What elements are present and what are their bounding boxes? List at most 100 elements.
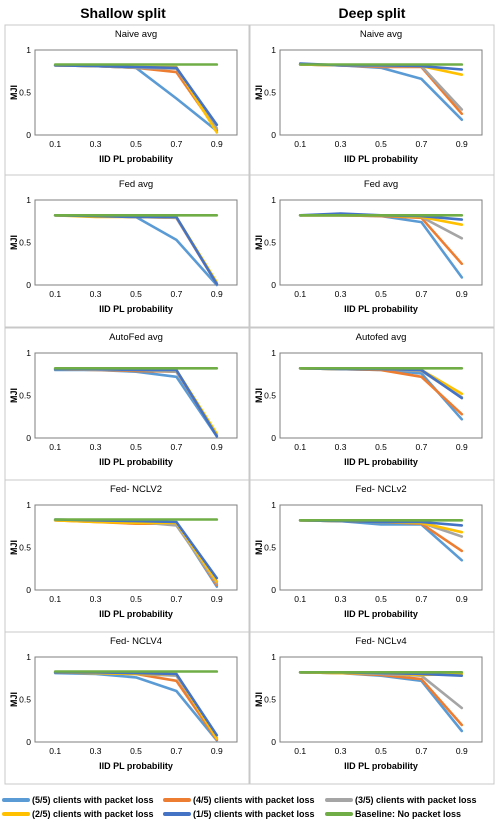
- chart-title: Fed- NCLV4: [110, 636, 162, 647]
- column-title-shallow: Shallow split: [80, 5, 166, 21]
- y-axis-label: MJI: [254, 235, 264, 250]
- x-tick-label: 0.1: [294, 442, 306, 452]
- x-tick-label: 0.1: [49, 594, 61, 604]
- plot-area: [279, 49, 483, 136]
- x-tick-label: 0.3: [90, 594, 102, 604]
- y-axis-label: MJI: [254, 692, 264, 707]
- chart-panel-4: Fed avg 0 0.5 1 0.1 0.3 0.5 0.7 0.9 IID PL probab…: [249, 174, 495, 328]
- x-tick-label: 0.3: [90, 442, 102, 452]
- y-tick-label: 0.5: [264, 543, 276, 553]
- chart-title: AutoFed avg: [109, 332, 163, 343]
- x-tick-label: 0.7: [170, 139, 182, 149]
- plot-area: [279, 199, 483, 286]
- y-tick-label: 0: [26, 433, 31, 443]
- x-tick-label: 0.9: [211, 289, 223, 299]
- chart-panel-3: Fed avg 0 0.5 1 0.1 0.3 0.5 0.7 0.9 IID PL probab…: [4, 174, 250, 328]
- plot-area: [34, 656, 238, 743]
- x-tick-label: 0.1: [49, 289, 61, 299]
- x-axis-label: IID PL probability: [344, 761, 418, 771]
- y-axis-label: MJI: [9, 85, 19, 100]
- x-tick-label: 0.9: [456, 442, 468, 452]
- plot-area: [279, 504, 483, 591]
- legend-label: (1/5) clients with packet loss: [193, 809, 315, 819]
- x-tick-label: 0.3: [335, 442, 347, 452]
- y-tick-label: 0: [26, 585, 31, 595]
- legend-item-2: (4/5) clients with packet loss: [163, 795, 315, 805]
- x-axis-label: IID PL probability: [99, 457, 173, 467]
- y-tick-label: 1: [271, 652, 276, 662]
- x-tick-label: 0.3: [90, 289, 102, 299]
- plot-area: [34, 199, 238, 286]
- y-axis-label: MJI: [9, 388, 19, 403]
- x-tick-label: 0.1: [49, 746, 61, 756]
- y-tick-label: 1: [271, 348, 276, 358]
- x-tick-label: 0.9: [456, 746, 468, 756]
- y-axis-label: MJI: [254, 540, 264, 555]
- y-tick-label: 1: [26, 195, 31, 205]
- y-tick-label: 1: [271, 195, 276, 205]
- legend-item-3: (3/5) clients with packet loss: [325, 795, 477, 805]
- legend-label: (4/5) clients with packet loss: [193, 795, 315, 805]
- x-tick-label: 0.9: [211, 442, 223, 452]
- y-tick-label: 0: [271, 130, 276, 140]
- x-axis-label: IID PL probability: [99, 609, 173, 619]
- legend-label: (5/5) clients with packet loss: [32, 795, 154, 805]
- y-axis-label: MJI: [9, 540, 19, 555]
- chart-panel-5: AutoFed avg 0 0.5 1 0.1 0.3 0.5 0.7 0.9 IID PL pr…: [4, 327, 250, 481]
- x-axis-label: IID PL probability: [344, 457, 418, 467]
- x-tick-label: 0.1: [294, 289, 306, 299]
- y-tick-label: 0: [271, 280, 276, 290]
- chart-title: Fed avg: [119, 179, 153, 190]
- x-tick-label: 0.5: [375, 594, 387, 604]
- chart-title: Autofed avg: [356, 332, 407, 343]
- x-tick-label: 0.9: [456, 289, 468, 299]
- legend-item-6: Baseline: No packet loss: [325, 809, 461, 819]
- x-axis-label: IID PL probability: [99, 154, 173, 164]
- chart-title: Fed- NCLv4: [355, 636, 406, 647]
- series-line-5: [53, 64, 219, 127]
- x-axis-label: IID PL probability: [344, 304, 418, 314]
- chart-title: Naive avg: [115, 29, 157, 40]
- x-tick-label: 0.3: [335, 139, 347, 149]
- legend-label: (2/5) clients with packet loss: [32, 809, 154, 819]
- x-tick-label: 0.5: [130, 594, 142, 604]
- y-tick-label: 0.5: [19, 88, 31, 98]
- y-axis-label: MJI: [9, 692, 19, 707]
- y-tick-label: 0.5: [264, 88, 276, 98]
- legend-label: Baseline: No packet loss: [355, 809, 461, 819]
- x-tick-label: 0.3: [335, 289, 347, 299]
- plot-area: [279, 352, 483, 439]
- x-tick-label: 0.3: [90, 139, 102, 149]
- chart-title: Fed- NCLV2: [110, 484, 162, 495]
- y-tick-label: 0: [271, 737, 276, 747]
- y-tick-label: 0: [26, 130, 31, 140]
- y-tick-label: 0.5: [19, 543, 31, 553]
- y-tick-label: 1: [271, 45, 276, 55]
- y-tick-label: 1: [26, 348, 31, 358]
- x-tick-label: 0.9: [456, 594, 468, 604]
- plot-area: [34, 49, 238, 136]
- chart-panel-9: Fed- NCLV4 0 0.5 1 0.1 0.3 0.5 0.7 0.9 IID PL pro…: [4, 631, 250, 785]
- x-tick-label: 0.7: [170, 746, 182, 756]
- x-axis-label: IID PL probability: [99, 304, 173, 314]
- x-tick-label: 0.5: [130, 746, 142, 756]
- legend: (5/5) clients with packet loss (4/5) clie…: [2, 795, 477, 819]
- x-tick-label: 0.7: [415, 442, 427, 452]
- legend-item-1: (5/5) clients with packet loss: [2, 795, 154, 805]
- x-axis-label: IID PL probability: [344, 609, 418, 619]
- x-tick-label: 0.5: [375, 139, 387, 149]
- chart-title: Naive avg: [360, 29, 402, 40]
- x-tick-label: 0.5: [130, 139, 142, 149]
- legend-label: (3/5) clients with packet loss: [355, 795, 477, 805]
- x-tick-label: 0.3: [335, 594, 347, 604]
- chart-panel-7: Fed- NCLV2 0 0.5 1 0.1 0.3 0.5 0.7 0.9 IID PL pro…: [4, 479, 250, 633]
- x-tick-label: 0.9: [211, 139, 223, 149]
- x-tick-label: 0.7: [415, 746, 427, 756]
- y-tick-label: 0.5: [19, 391, 31, 401]
- x-tick-label: 0.7: [415, 289, 427, 299]
- chart-panels: Naive avg 0 0.5 1 0.1 0.3 0.5 0.7 0.9 IID PL prob…: [4, 24, 495, 785]
- x-tick-label: 0.1: [294, 139, 306, 149]
- y-axis-label: MJI: [254, 85, 264, 100]
- y-tick-label: 0: [26, 737, 31, 747]
